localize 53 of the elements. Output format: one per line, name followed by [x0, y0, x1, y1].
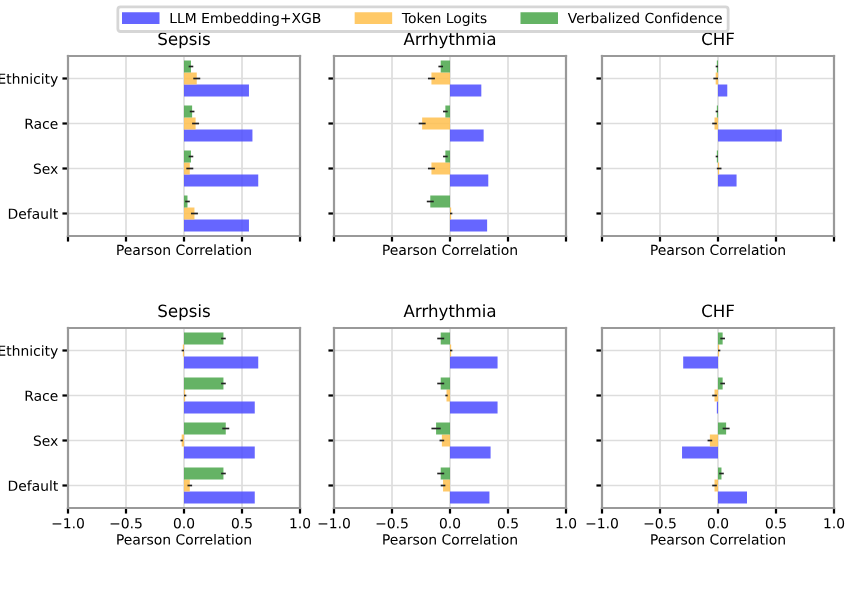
bar: [440, 332, 450, 345]
bar: [184, 162, 190, 175]
chart-title: Sepsis: [158, 304, 210, 321]
bar: [430, 195, 450, 208]
bar: [718, 174, 737, 187]
bar: [184, 105, 193, 118]
bar: [184, 84, 249, 97]
chart-title: Arrhythmia: [403, 32, 496, 49]
bar: [184, 479, 190, 492]
bar: [450, 84, 482, 97]
bar: [441, 434, 450, 447]
bar: [184, 467, 224, 480]
bar: [718, 129, 782, 142]
bar: [450, 356, 498, 369]
bar: [184, 72, 197, 85]
bar: [184, 491, 255, 504]
bar: [436, 422, 450, 435]
bar: [440, 377, 450, 390]
bar: [184, 401, 255, 414]
bar: [450, 219, 488, 232]
bar: [184, 129, 253, 142]
bar: [718, 491, 747, 504]
chart-title: CHF: [702, 32, 734, 46]
bar: [440, 467, 450, 480]
bar: [440, 60, 450, 73]
bar: [184, 332, 224, 345]
bar: [450, 174, 489, 187]
bar: [431, 72, 450, 85]
bar: [184, 60, 191, 73]
bar: [184, 219, 249, 232]
bar: [450, 446, 491, 459]
bar: [184, 117, 196, 130]
bar: [450, 129, 484, 142]
chart-title: Sepsis: [158, 32, 210, 49]
bar: [683, 356, 718, 369]
bar: [422, 117, 450, 130]
bar: [682, 446, 718, 459]
bar: [184, 150, 191, 163]
bar: [184, 174, 259, 187]
bar: [450, 401, 498, 414]
bar: [184, 356, 259, 369]
bar: [184, 377, 224, 390]
bar: [184, 422, 226, 435]
bar: [450, 491, 490, 504]
chart-title: CHF: [702, 304, 734, 318]
bar: [718, 84, 728, 97]
bar: [443, 479, 450, 492]
bar: [709, 434, 718, 447]
bar: [431, 162, 450, 175]
bar: [184, 446, 255, 459]
chart-title: Arrhythmia: [403, 304, 496, 321]
bar: [184, 207, 195, 220]
bar: [718, 422, 727, 435]
